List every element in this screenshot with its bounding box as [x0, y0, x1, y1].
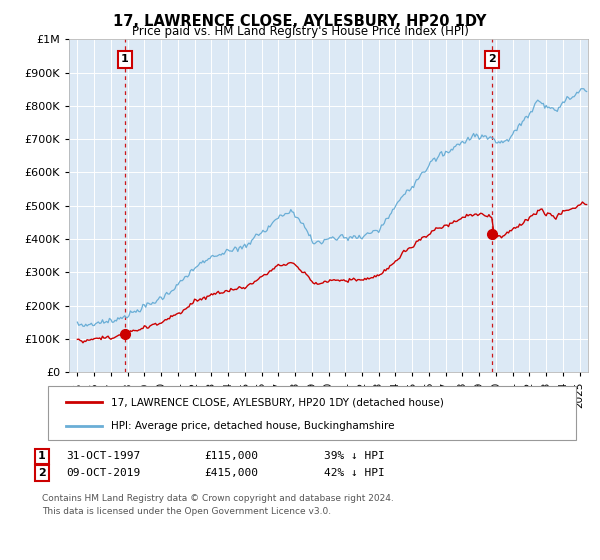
Text: 31-OCT-1997: 31-OCT-1997	[66, 451, 140, 461]
Text: 17, LAWRENCE CLOSE, AYLESBURY, HP20 1DY: 17, LAWRENCE CLOSE, AYLESBURY, HP20 1DY	[113, 14, 487, 29]
Text: 1: 1	[121, 54, 128, 64]
Text: 1: 1	[38, 451, 46, 461]
Text: 09-OCT-2019: 09-OCT-2019	[66, 468, 140, 478]
Text: 42% ↓ HPI: 42% ↓ HPI	[324, 468, 385, 478]
Text: £415,000: £415,000	[204, 468, 258, 478]
Text: 2: 2	[38, 468, 46, 478]
Text: 39% ↓ HPI: 39% ↓ HPI	[324, 451, 385, 461]
Text: Contains HM Land Registry data © Crown copyright and database right 2024.: Contains HM Land Registry data © Crown c…	[42, 494, 394, 503]
Text: Price paid vs. HM Land Registry's House Price Index (HPI): Price paid vs. HM Land Registry's House …	[131, 25, 469, 38]
Text: £115,000: £115,000	[204, 451, 258, 461]
Text: 2: 2	[488, 54, 496, 64]
Text: HPI: Average price, detached house, Buckinghamshire: HPI: Average price, detached house, Buck…	[111, 421, 395, 431]
Text: This data is licensed under the Open Government Licence v3.0.: This data is licensed under the Open Gov…	[42, 507, 331, 516]
Text: 17, LAWRENCE CLOSE, AYLESBURY, HP20 1DY (detached house): 17, LAWRENCE CLOSE, AYLESBURY, HP20 1DY …	[111, 398, 444, 407]
